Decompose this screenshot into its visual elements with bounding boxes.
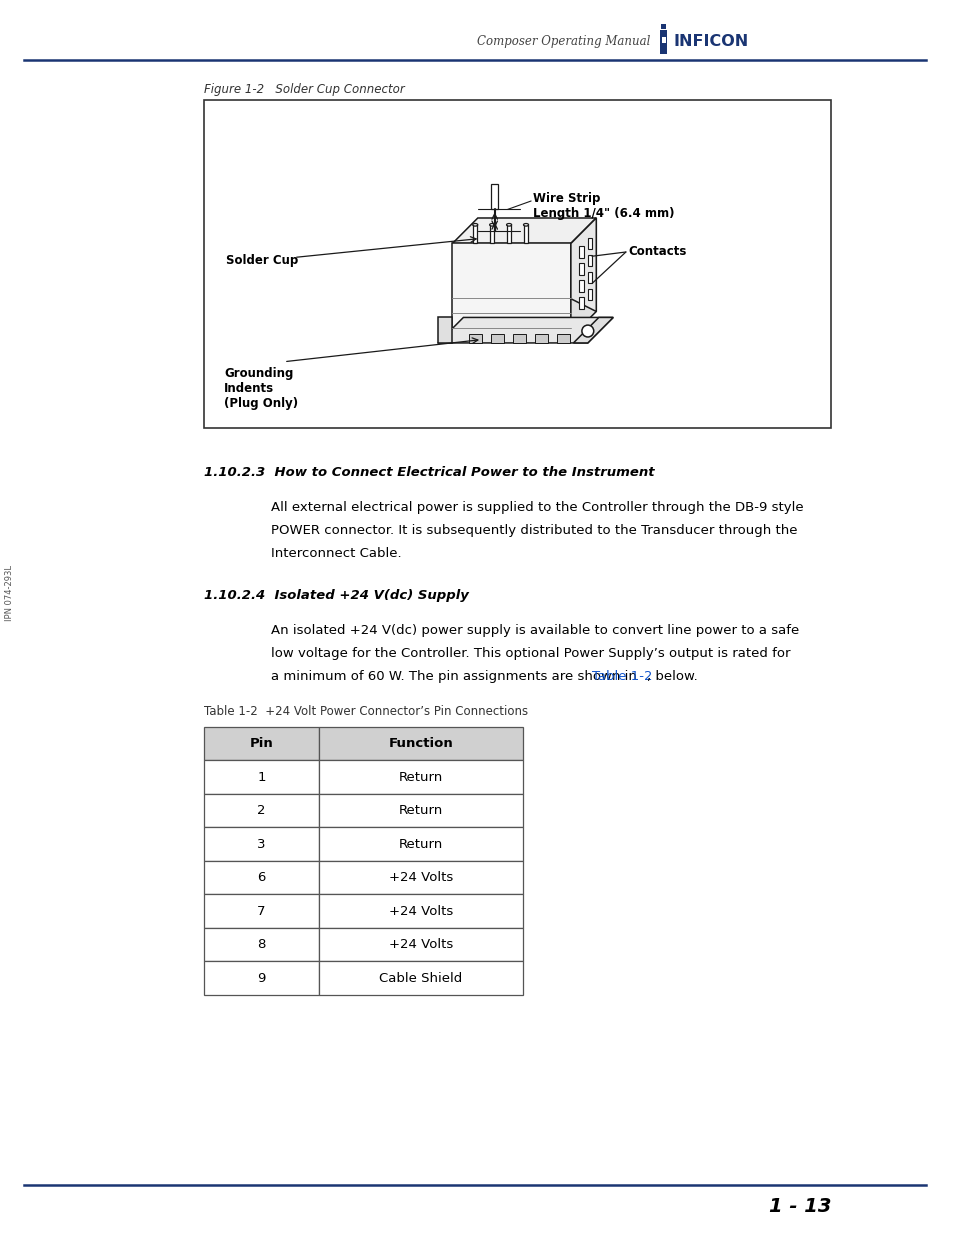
Text: +24 Volts: +24 Volts <box>388 905 453 918</box>
Ellipse shape <box>489 224 495 226</box>
Bar <box>318 962 522 995</box>
Text: low voltage for the Controller. This optional Power Supply’s output is rated for: low voltage for the Controller. This opt… <box>271 647 789 659</box>
Polygon shape <box>452 243 570 337</box>
Polygon shape <box>437 317 613 343</box>
Bar <box>578 246 583 258</box>
Text: 2: 2 <box>257 804 266 818</box>
Text: 8: 8 <box>257 939 266 951</box>
Text: Interconnect Cable.: Interconnect Cable. <box>271 547 401 559</box>
Text: INFICON: INFICON <box>673 35 748 49</box>
Ellipse shape <box>472 224 477 226</box>
Bar <box>535 335 547 343</box>
Bar <box>437 317 452 343</box>
Text: Solder Cup: Solder Cup <box>226 254 298 267</box>
Bar <box>659 30 666 54</box>
Text: Return: Return <box>398 837 442 851</box>
Text: Grounding
Indents
(Plug Only): Grounding Indents (Plug Only) <box>224 367 298 410</box>
Bar <box>204 927 318 962</box>
Text: Table 1-2  +24 Volt Power Connector’s Pin Connections: Table 1-2 +24 Volt Power Connector’s Pin… <box>204 705 528 718</box>
Polygon shape <box>573 317 613 343</box>
Text: Function: Function <box>388 737 453 750</box>
Text: Wire Strip
Length 1/4" (6.4 mm): Wire Strip Length 1/4" (6.4 mm) <box>532 193 674 221</box>
Text: 1 - 13: 1 - 13 <box>768 1198 830 1216</box>
Bar <box>204 794 318 827</box>
Polygon shape <box>452 219 596 243</box>
Text: Table 1-2: Table 1-2 <box>591 671 652 683</box>
Bar <box>491 335 503 343</box>
Bar <box>204 727 318 761</box>
Text: +24 Volts: +24 Volts <box>388 939 453 951</box>
Bar <box>318 827 522 861</box>
Bar <box>318 894 522 927</box>
Text: All external electrical power is supplied to the Controller through the DB-9 sty: All external electrical power is supplie… <box>271 501 802 514</box>
Text: Pin: Pin <box>250 737 274 750</box>
Text: Figure 1-2   Solder Cup Connector: Figure 1-2 Solder Cup Connector <box>204 83 405 96</box>
Bar <box>587 254 592 267</box>
Bar <box>660 23 665 28</box>
Text: a minimum of 60 W. The pin assignments are shown in: a minimum of 60 W. The pin assignments a… <box>271 671 640 683</box>
Text: 3: 3 <box>257 837 266 851</box>
Bar <box>587 237 592 249</box>
Bar <box>473 225 476 243</box>
Bar <box>204 827 318 861</box>
Bar <box>204 861 318 894</box>
Bar <box>557 335 570 343</box>
Text: Return: Return <box>398 804 442 818</box>
Circle shape <box>581 325 593 337</box>
Bar <box>661 37 665 43</box>
Bar <box>318 794 522 827</box>
Text: 1.10.2.4  Isolated +24 V(dc) Supply: 1.10.2.4 Isolated +24 V(dc) Supply <box>204 589 469 601</box>
Bar <box>578 280 583 291</box>
Bar <box>578 263 583 275</box>
Text: 7: 7 <box>257 905 266 918</box>
Bar <box>513 335 525 343</box>
Polygon shape <box>570 219 596 311</box>
Bar <box>204 100 830 429</box>
Bar <box>506 225 511 243</box>
Bar <box>490 225 494 243</box>
Bar <box>578 298 583 309</box>
Bar <box>491 184 497 210</box>
Bar <box>204 761 318 794</box>
Text: Cable Shield: Cable Shield <box>379 972 462 984</box>
Bar <box>587 289 592 300</box>
Bar <box>318 927 522 962</box>
Text: +24 Volts: +24 Volts <box>388 871 453 884</box>
Bar <box>204 962 318 995</box>
Bar <box>587 272 592 284</box>
Bar <box>318 727 522 761</box>
Text: 1: 1 <box>257 771 266 784</box>
Bar <box>318 761 522 794</box>
Text: 6: 6 <box>257 871 266 884</box>
Bar <box>318 861 522 894</box>
Bar <box>469 335 481 343</box>
Ellipse shape <box>523 224 528 226</box>
Text: , below.: , below. <box>647 671 698 683</box>
Polygon shape <box>570 219 596 337</box>
Text: Return: Return <box>398 771 442 784</box>
Text: POWER connector. It is subsequently distributed to the Transducer through the: POWER connector. It is subsequently dist… <box>271 524 797 537</box>
Bar <box>204 894 318 927</box>
Text: Composer Operating Manual: Composer Operating Manual <box>476 36 650 48</box>
Ellipse shape <box>506 224 511 226</box>
Text: 9: 9 <box>257 972 266 984</box>
Text: Contacts: Contacts <box>627 246 685 258</box>
Text: An isolated +24 V(dc) power supply is available to convert line power to a safe: An isolated +24 V(dc) power supply is av… <box>271 624 799 637</box>
Text: IPN 074-293L: IPN 074-293L <box>6 564 14 621</box>
Text: 1.10.2.3  How to Connect Electrical Power to the Instrument: 1.10.2.3 How to Connect Electrical Power… <box>204 466 654 479</box>
Bar <box>523 225 528 243</box>
